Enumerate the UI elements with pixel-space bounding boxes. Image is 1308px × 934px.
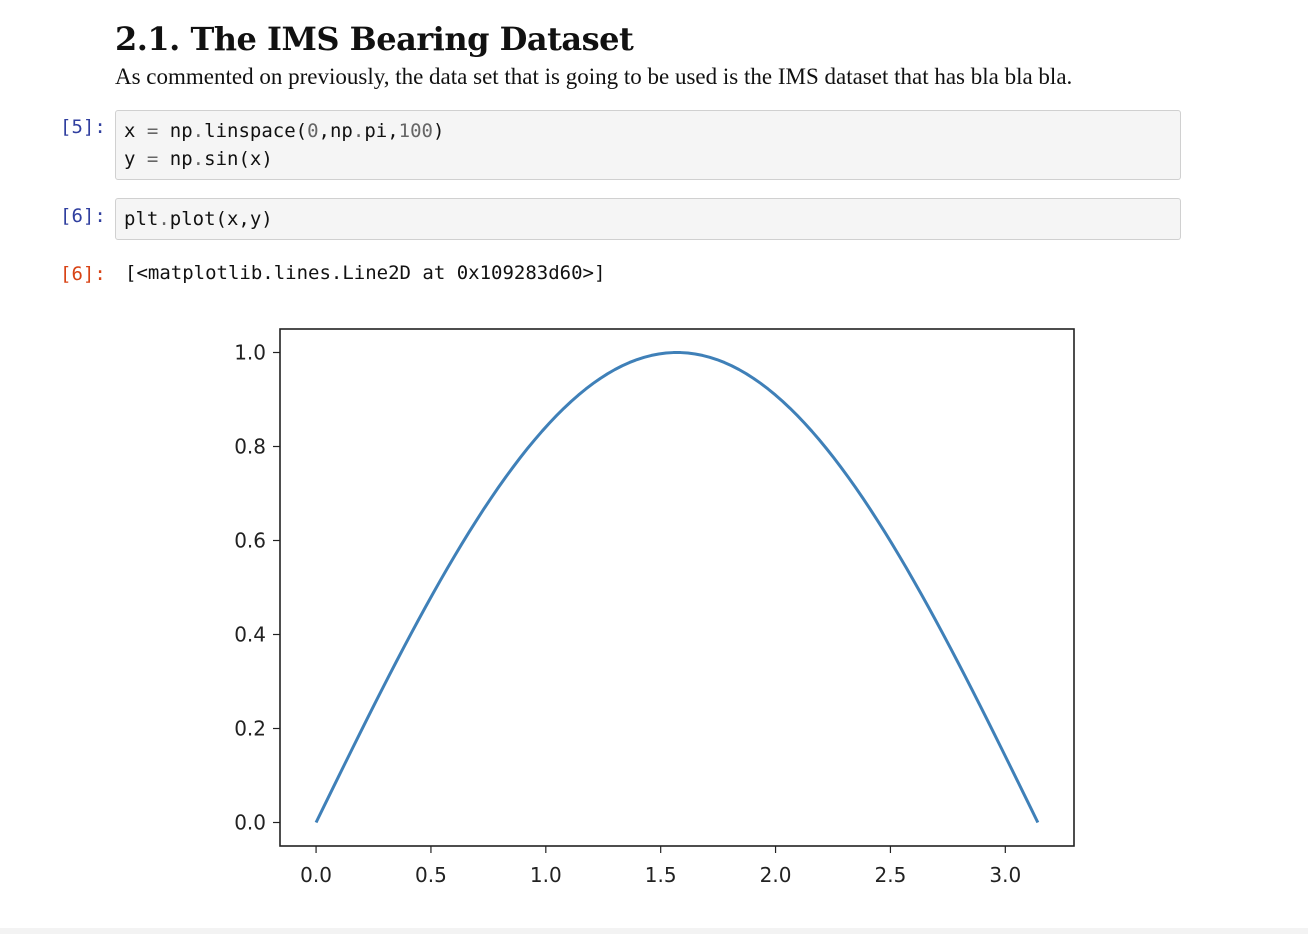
plot-frame: [279, 328, 1075, 847]
code-line: x = np.linspace(0,np.pi,100): [124, 120, 445, 142]
code-cell-2[interactable]: plt.plot(x,y): [115, 198, 1181, 240]
x-tick-label: 1.5: [645, 863, 677, 887]
code-line: plt.plot(x,y): [124, 208, 273, 230]
code-line: y = np.sin(x): [124, 148, 273, 170]
input-prompt-6: [6]:: [60, 205, 106, 227]
y-tick-label: 0.0: [234, 811, 266, 835]
output-text: [<matplotlib.lines.Line2D at 0x109283d60…: [125, 262, 606, 284]
output-prompt-6: [6]:: [60, 263, 106, 285]
y-tick-label: 0.2: [234, 717, 266, 741]
y-tick-label: 0.6: [234, 529, 266, 553]
x-tick-label: 2.0: [760, 863, 792, 887]
y-tick-label: 0.4: [234, 623, 266, 647]
x-tick-label: 2.5: [875, 863, 907, 887]
section-paragraph: As commented on previously, the data set…: [115, 64, 1073, 89]
x-tick-label: 3.0: [989, 863, 1021, 887]
input-prompt-5: [5]:: [60, 116, 106, 138]
x-tick-label: 1.0: [530, 863, 562, 887]
bottom-divider: [0, 928, 1308, 934]
x-tick-label: 0.0: [300, 863, 332, 887]
section-heading: 2.1. The IMS Bearing Dataset: [115, 20, 634, 58]
y-tick-label: 0.8: [234, 435, 266, 459]
series-line: [314, 351, 1040, 824]
code-cell-1[interactable]: x = np.linspace(0,np.pi,100) y = np.sin(…: [115, 110, 1181, 180]
y-tick-label: 1.0: [234, 341, 266, 365]
x-tick-label: 0.5: [415, 863, 447, 887]
